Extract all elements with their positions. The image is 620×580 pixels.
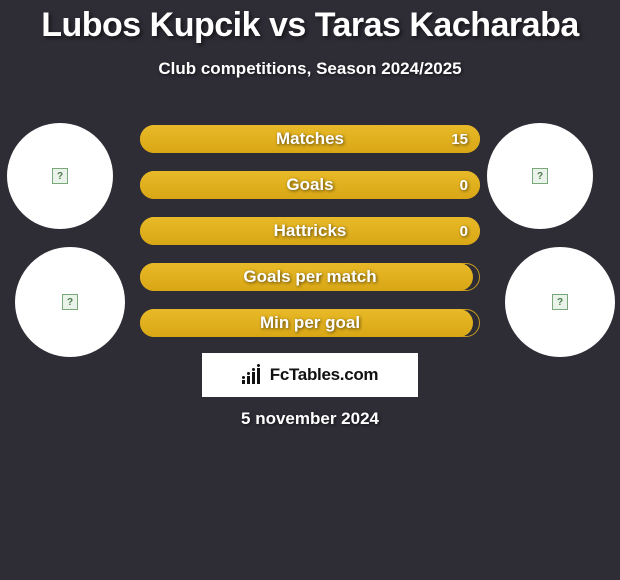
placeholder-icon <box>552 294 568 310</box>
placeholder-icon <box>62 294 78 310</box>
bar-value: 0 <box>460 217 468 245</box>
avatar-player2-club <box>487 123 593 229</box>
bar-label: Goals per match <box>140 263 480 291</box>
stat-row: Goals 0 <box>140 171 480 199</box>
stat-row: Matches 15 <box>140 125 480 153</box>
bar-chart-icon <box>242 366 264 384</box>
fctables-logo: FcTables.com <box>202 353 418 397</box>
avatar-player1-club <box>7 123 113 229</box>
page-title: Lubos Kupcik vs Taras Kacharaba <box>0 0 620 45</box>
stat-row: Goals per match <box>140 263 480 291</box>
stats-bars: Matches 15 Goals 0 Hattricks 0 Goals per… <box>140 125 480 355</box>
snapshot-date: 5 november 2024 <box>0 409 620 429</box>
logo-text: FcTables.com <box>270 365 379 385</box>
bar-value: 15 <box>451 125 468 153</box>
stat-row: Hattricks 0 <box>140 217 480 245</box>
placeholder-icon <box>532 168 548 184</box>
bar-label: Goals <box>140 171 480 199</box>
stat-row: Min per goal <box>140 309 480 337</box>
placeholder-icon <box>52 168 68 184</box>
avatar-player2 <box>505 247 615 357</box>
bar-label: Hattricks <box>140 217 480 245</box>
bar-label: Min per goal <box>140 309 480 337</box>
avatar-player1 <box>15 247 125 357</box>
bar-label: Matches <box>140 125 480 153</box>
page-subtitle: Club competitions, Season 2024/2025 <box>0 59 620 79</box>
bar-value: 0 <box>460 171 468 199</box>
